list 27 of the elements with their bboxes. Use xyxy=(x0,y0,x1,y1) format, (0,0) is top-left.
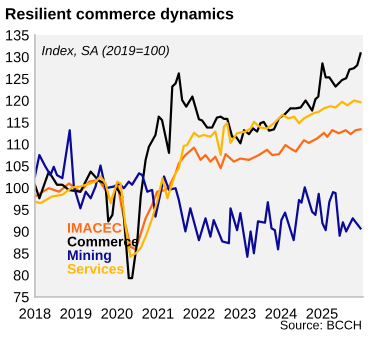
x-tick-label: 2018 xyxy=(19,308,50,319)
text: Mining xyxy=(68,250,111,263)
x-tick-label: 2021 xyxy=(142,308,174,319)
series-label: IMACEC xyxy=(68,222,122,233)
y-tick-label: 120 xyxy=(6,96,29,106)
series-label: Services xyxy=(67,264,124,274)
x-tick-label: 2022 xyxy=(183,308,214,319)
y-tick-label: 100 xyxy=(6,182,29,194)
y-tick-label: 85 xyxy=(14,248,29,259)
x-tick-label: 2023 xyxy=(224,308,256,319)
y-tick-label: 115 xyxy=(7,118,29,128)
y-tick-label: 80 xyxy=(14,270,29,281)
y-tick-label: 75 xyxy=(14,292,29,302)
y-tick-label: 125 xyxy=(6,74,29,84)
chart-title: Resilient commerce dynamics xyxy=(6,8,234,23)
annotation: Index, SA (2019=100) xyxy=(42,46,169,58)
x-tick-label: 2019 xyxy=(60,308,92,319)
y-tick-label: 105 xyxy=(6,161,29,172)
y-tick-label: 90 xyxy=(14,226,29,237)
x-tick-label: 2020 xyxy=(101,308,133,319)
x-tick-label: 2025 xyxy=(306,308,338,319)
y-tick-label: 95 xyxy=(14,204,29,216)
x-tick-label: 2024 xyxy=(265,308,297,319)
y-tick-label: 110 xyxy=(7,139,29,150)
y-tick-label: 135 xyxy=(6,30,29,40)
y-tick-label: 130 xyxy=(6,52,29,62)
source-note: Source: BCCH xyxy=(280,320,361,330)
